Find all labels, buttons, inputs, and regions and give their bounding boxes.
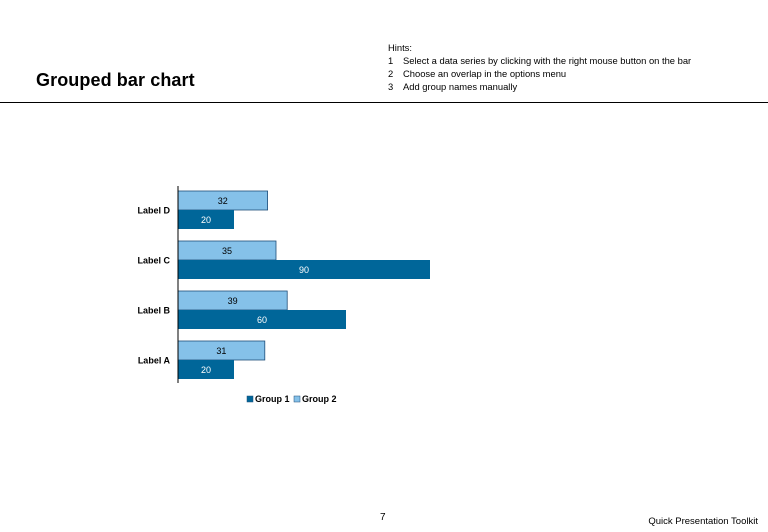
data-label: 20 — [201, 215, 211, 225]
hint-text: Select a data series by clicking with th… — [403, 55, 692, 66]
data-label: 32 — [218, 196, 228, 206]
hints-heading: Hints: — [388, 42, 412, 53]
data-label: 31 — [216, 346, 226, 356]
legend-swatch — [246, 395, 254, 403]
data-label: 39 — [228, 296, 238, 306]
hint-text: Add group names manually — [403, 81, 518, 92]
hints-box: Hints: 1 Select a data series by clickin… — [388, 41, 691, 93]
category-label: Label B — [137, 306, 170, 316]
bar-group-1-label-b — [178, 310, 346, 329]
hint-item: 3 Add group names manually — [388, 80, 691, 93]
data-label: 20 — [201, 365, 211, 375]
bar-group-1-label-c — [178, 260, 430, 279]
category-label: Label A — [138, 356, 171, 366]
page-title: Grouped bar chart — [36, 70, 195, 90]
hint-text: Choose an overlap in the options menu — [403, 68, 567, 79]
hint-number: 2 — [388, 68, 394, 79]
hint-item: 2 Choose an overlap in the options menu — [388, 67, 691, 80]
category-label: Label D — [137, 206, 170, 216]
page-number: 7 — [380, 512, 386, 523]
data-label: 90 — [299, 265, 309, 275]
category-label: Label C — [137, 256, 170, 266]
hint-item: 1 Select a data series by clicking with … — [388, 54, 691, 67]
data-label: 35 — [222, 246, 232, 256]
bar-group-1-label-d — [178, 210, 234, 229]
data-label: 60 — [257, 315, 267, 325]
header-divider — [0, 102, 768, 103]
legend-label: Group 1 — [255, 394, 290, 404]
legend-label: Group 2 — [302, 394, 337, 404]
hint-number: 3 — [388, 81, 394, 92]
legend-swatch — [293, 395, 301, 403]
hint-number: 1 — [388, 55, 394, 66]
footer-brand: Quick Presentation Toolkit — [648, 516, 758, 527]
bar-group-1-label-a — [178, 360, 234, 379]
